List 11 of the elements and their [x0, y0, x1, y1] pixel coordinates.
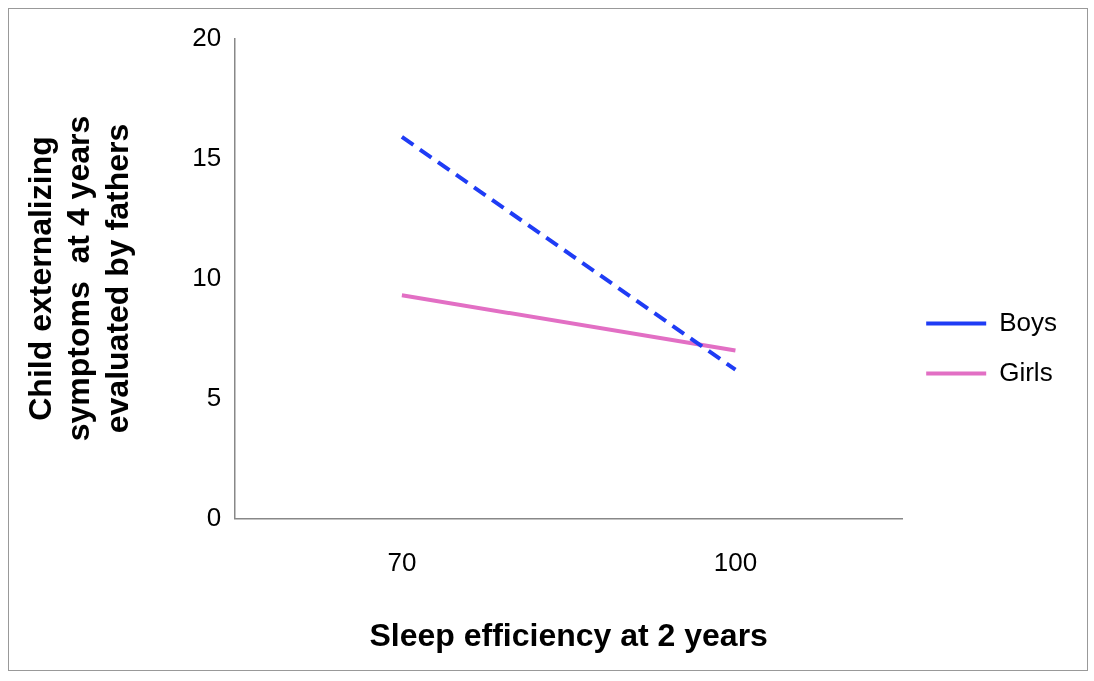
- y-tick-label: 0: [206, 501, 222, 532]
- x-tick-label: 70: [387, 547, 417, 578]
- x-tick-label: 100: [713, 547, 758, 578]
- y-tick-label: 15: [192, 141, 222, 172]
- y-tick-label: 10: [192, 261, 222, 292]
- y-tick-label: 5: [206, 381, 222, 412]
- y-tick-label: 20: [192, 21, 222, 52]
- x-axis-title: Sleep efficiency at 2 years: [369, 616, 768, 653]
- y-axis-title: Child externalizing symptoms at 4 years evaluated by fathers: [22, 115, 135, 442]
- legend-label: Girls: [999, 356, 1053, 387]
- legend-label: Boys: [999, 306, 1058, 337]
